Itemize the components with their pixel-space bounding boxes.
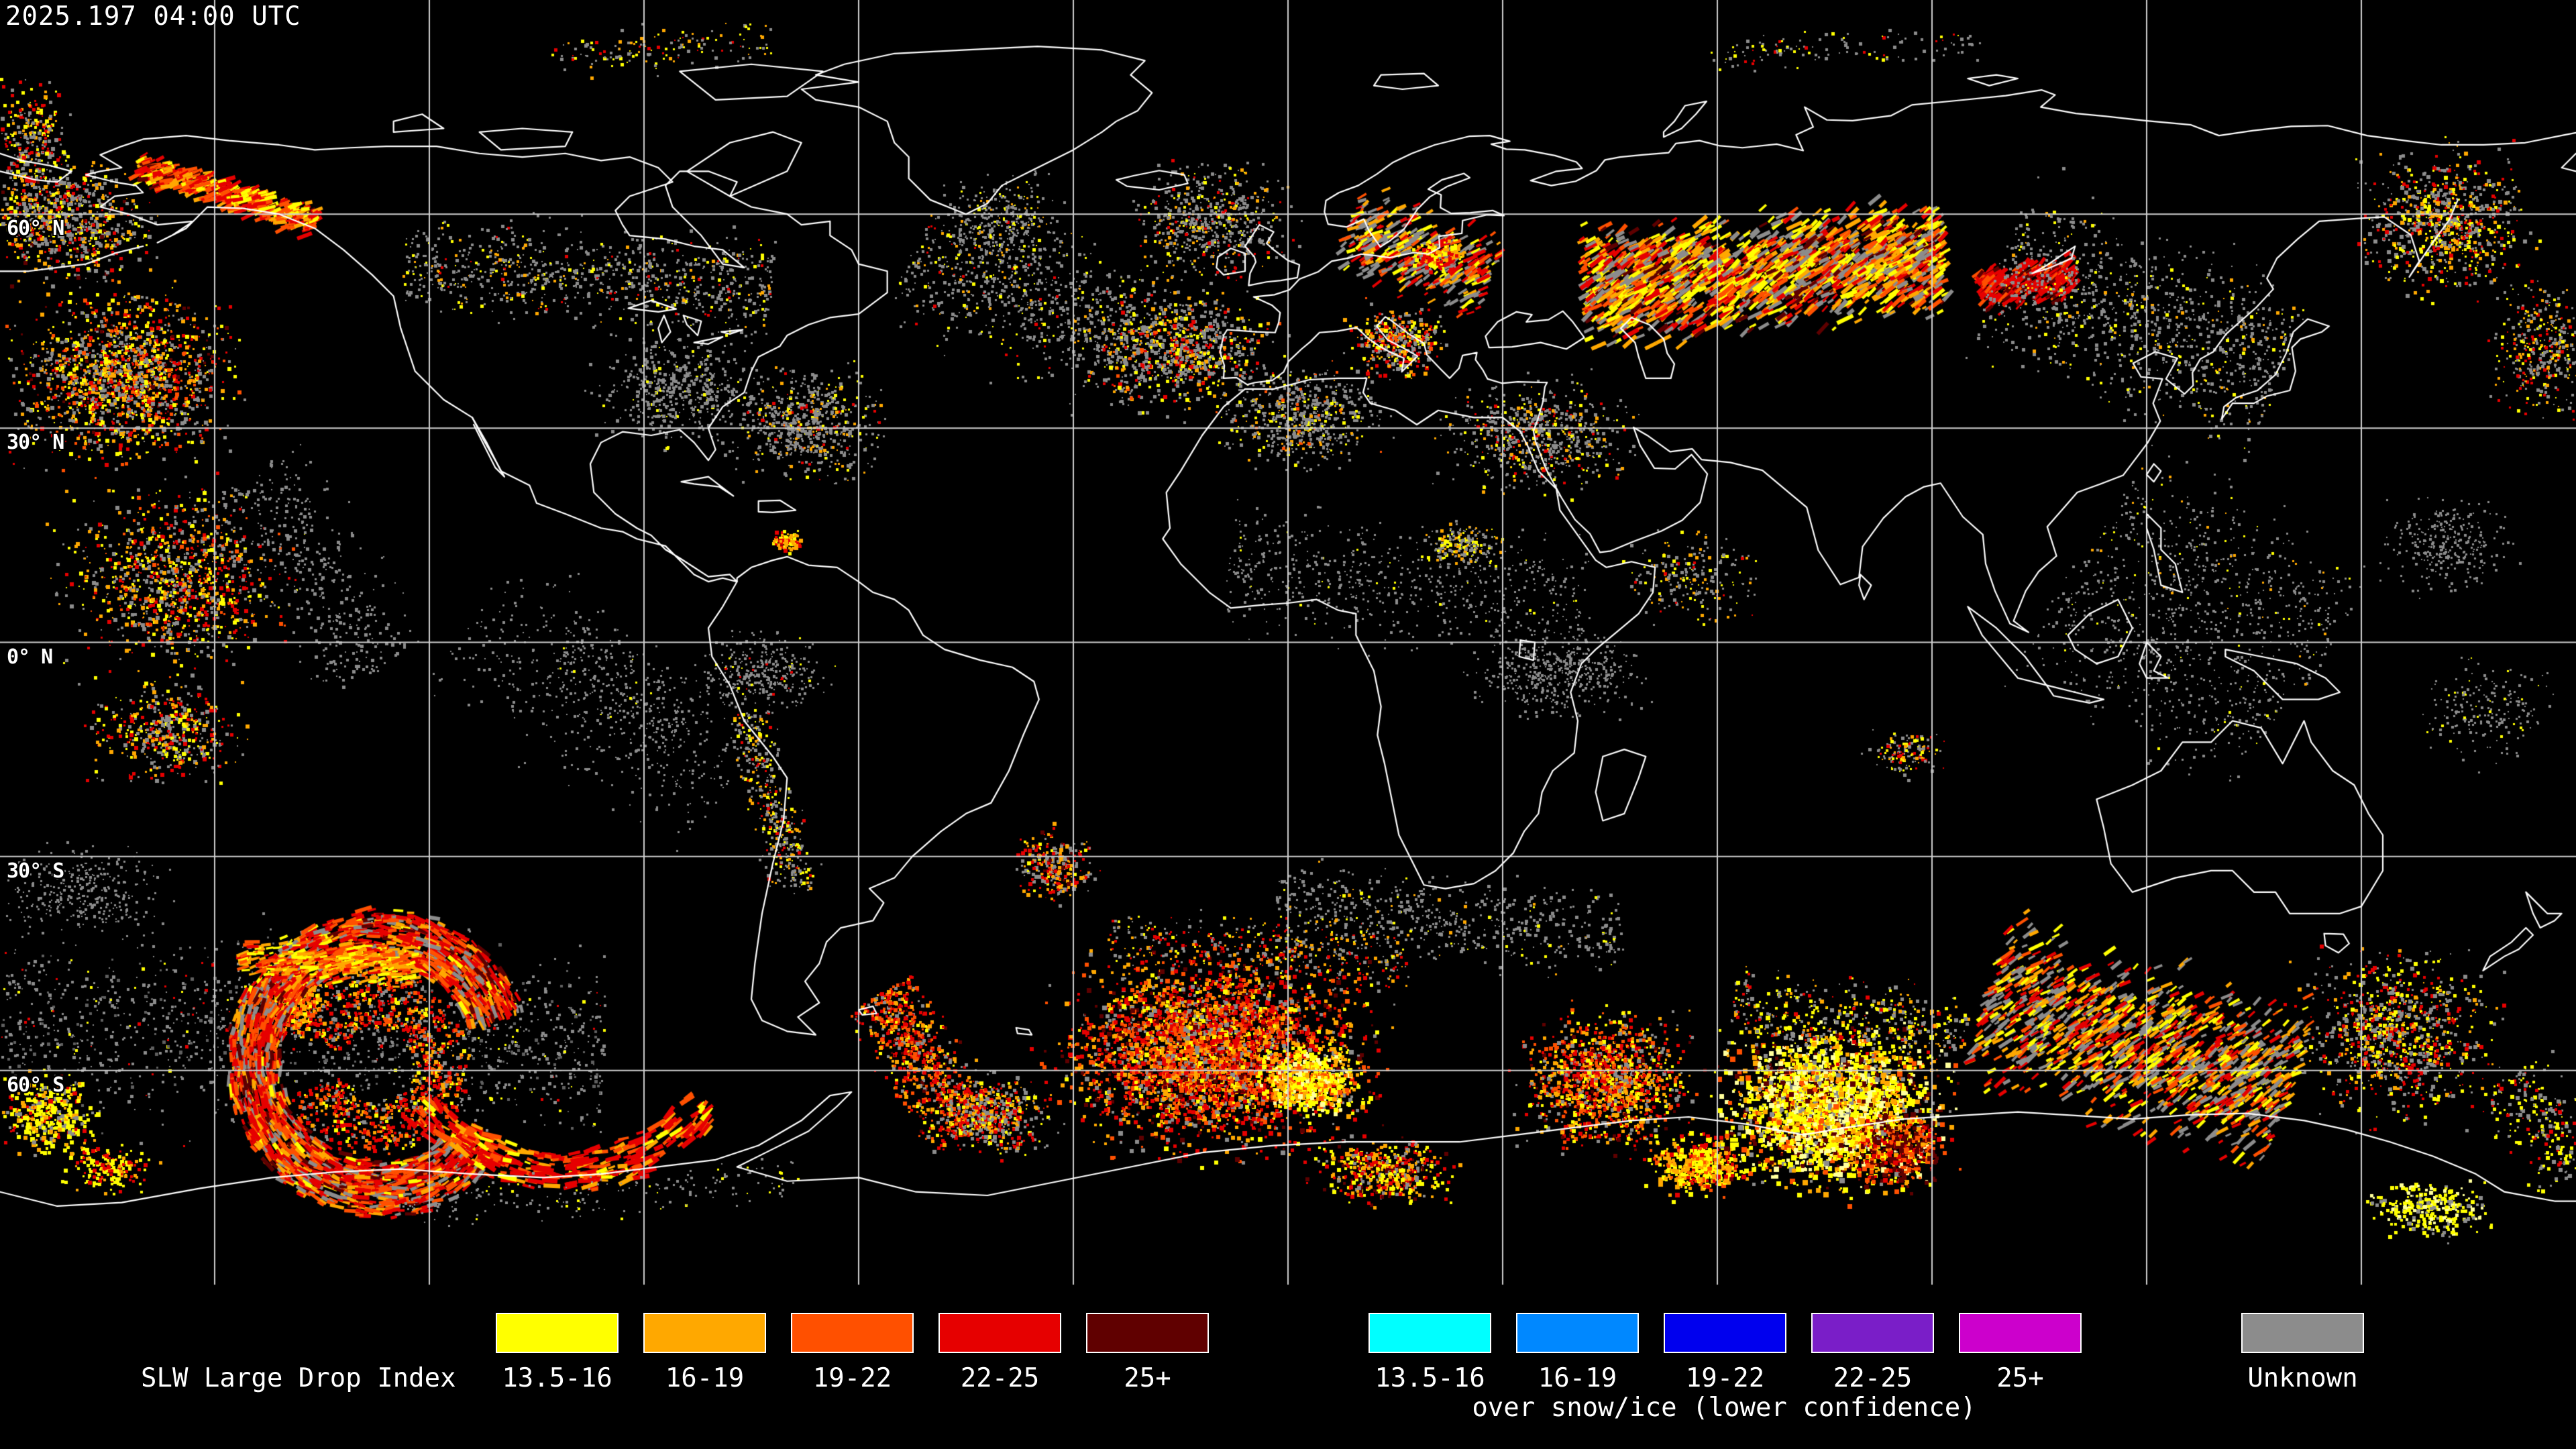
legend-snow_ice-16-19-label: 16-19	[1538, 1363, 1617, 1393]
legend-normal-25+-swatch	[1086, 1313, 1209, 1353]
legend-normal-16-19-label: 16-19	[665, 1363, 745, 1393]
lat-label: 30° S	[7, 859, 64, 883]
legend-normal-16-19-swatch	[643, 1313, 766, 1353]
legend-snow_ice-16-19-swatch	[1516, 1313, 1639, 1353]
legend-snow_ice-19-22-swatch	[1664, 1313, 1786, 1353]
lat-label: 30° N	[7, 431, 64, 455]
legend-title: SLW Large Drop Index	[141, 1363, 456, 1393]
lat-label: 60° N	[7, 217, 64, 241]
lat-label: 0° N	[7, 645, 53, 669]
legend-snow_ice-13.5-16-swatch	[1368, 1313, 1491, 1353]
legend-snow_ice-19-22-label: 19-22	[1685, 1363, 1765, 1393]
legend-snow_ice-25+-swatch	[1959, 1313, 2082, 1353]
legend-unknown-label: Unknown	[2247, 1363, 2358, 1393]
timestamp: 2025.197 04:00 UTC	[5, 1, 301, 32]
legend-subtitle: over snow/ice (lower confidence)	[1472, 1393, 1976, 1423]
legend-normal-13.5-16-swatch	[496, 1313, 619, 1353]
lat-label: 60° S	[7, 1073, 64, 1097]
legend-normal-22-25-label: 22-25	[960, 1363, 1040, 1393]
legend-normal-25+-label: 25+	[1124, 1363, 1171, 1393]
legend-normal-19-22-label: 19-22	[812, 1363, 892, 1393]
legend-normal-19-22-swatch	[791, 1313, 914, 1353]
legend-snow_ice-22-25-label: 22-25	[1833, 1363, 1913, 1393]
legend-snow_ice-13.5-16-label: 13.5-16	[1375, 1363, 1485, 1393]
legend-normal-22-25-swatch	[938, 1313, 1061, 1353]
legend-normal-13.5-16-label: 13.5-16	[502, 1363, 612, 1393]
legend-snow_ice-25+-label: 25+	[1996, 1363, 2044, 1393]
legend-unknown-swatch	[2241, 1313, 2364, 1353]
legend-snow_ice-22-25-swatch	[1811, 1313, 1934, 1353]
